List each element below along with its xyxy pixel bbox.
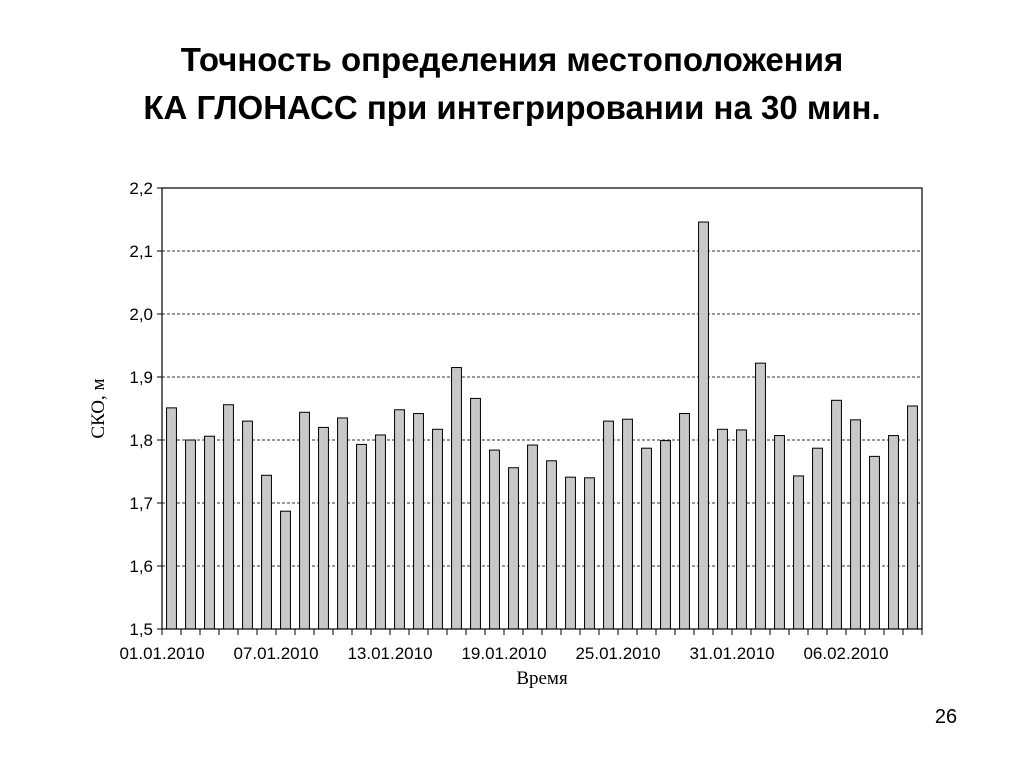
y-tick-label: 1,5 <box>129 620 153 639</box>
y-tick-label: 1,7 <box>129 494 153 513</box>
y-axis-label: СКО, м <box>88 378 109 438</box>
bar <box>698 221 709 630</box>
bar <box>394 409 405 630</box>
bar <box>660 440 671 630</box>
x-tick-label: 31.01.2010 <box>689 644 774 663</box>
bar <box>413 413 424 630</box>
bar <box>774 435 785 630</box>
bar <box>223 404 234 630</box>
x-tick-label: 07.01.2010 <box>233 644 318 663</box>
bar <box>375 434 386 630</box>
bar <box>432 428 443 630</box>
bar <box>242 420 253 630</box>
bar <box>850 419 861 630</box>
bar <box>869 455 880 630</box>
y-tick-label: 2,0 <box>129 305 153 324</box>
bar <box>527 444 538 630</box>
bar <box>641 447 652 630</box>
slide-title: Точность определения местоположения КА Г… <box>0 36 1024 132</box>
bar <box>755 362 766 630</box>
y-tick-label: 1,6 <box>129 557 153 576</box>
bar <box>888 435 899 630</box>
bar <box>299 411 310 630</box>
slide-title-line-2: КА ГЛОНАСС при интегрировании на 30 мин. <box>143 89 881 126</box>
y-tick-label: 2,1 <box>129 242 153 261</box>
bar <box>584 477 595 630</box>
bar <box>793 475 804 630</box>
bar <box>470 397 481 630</box>
bar <box>736 429 747 630</box>
y-tick-label: 2,2 <box>129 179 153 198</box>
bar <box>204 435 215 630</box>
bar <box>831 399 842 630</box>
slide-title-line-1: Точность определения местоположения <box>180 41 844 78</box>
bar <box>508 467 519 630</box>
plot-frame <box>161 187 923 630</box>
bar <box>717 428 728 630</box>
x-tick-label: 13.01.2010 <box>347 644 432 663</box>
page-number: 26 <box>934 706 958 728</box>
bar <box>546 460 557 630</box>
y-tick-label: 1,9 <box>129 368 153 387</box>
bar <box>812 447 823 630</box>
bar <box>565 476 576 630</box>
x-tick-label: 01.01.2010 <box>119 644 204 663</box>
bar <box>356 443 367 630</box>
bar <box>185 439 196 630</box>
x-tick-label: 06.02.2010 <box>803 644 888 663</box>
y-tick-label: 1,8 <box>129 431 153 450</box>
x-tick-label: 19.01.2010 <box>461 644 546 663</box>
bar <box>337 417 348 630</box>
bar <box>261 474 272 630</box>
x-axis-label: Время <box>516 668 568 689</box>
bar <box>166 407 177 630</box>
bar <box>622 418 633 630</box>
bar <box>603 420 614 630</box>
bar <box>907 405 918 630</box>
bar <box>451 367 462 630</box>
bar <box>280 510 291 630</box>
bar <box>679 413 690 630</box>
x-tick-label: 25.01.2010 <box>575 644 660 663</box>
bar <box>318 426 329 630</box>
bar <box>489 449 500 630</box>
